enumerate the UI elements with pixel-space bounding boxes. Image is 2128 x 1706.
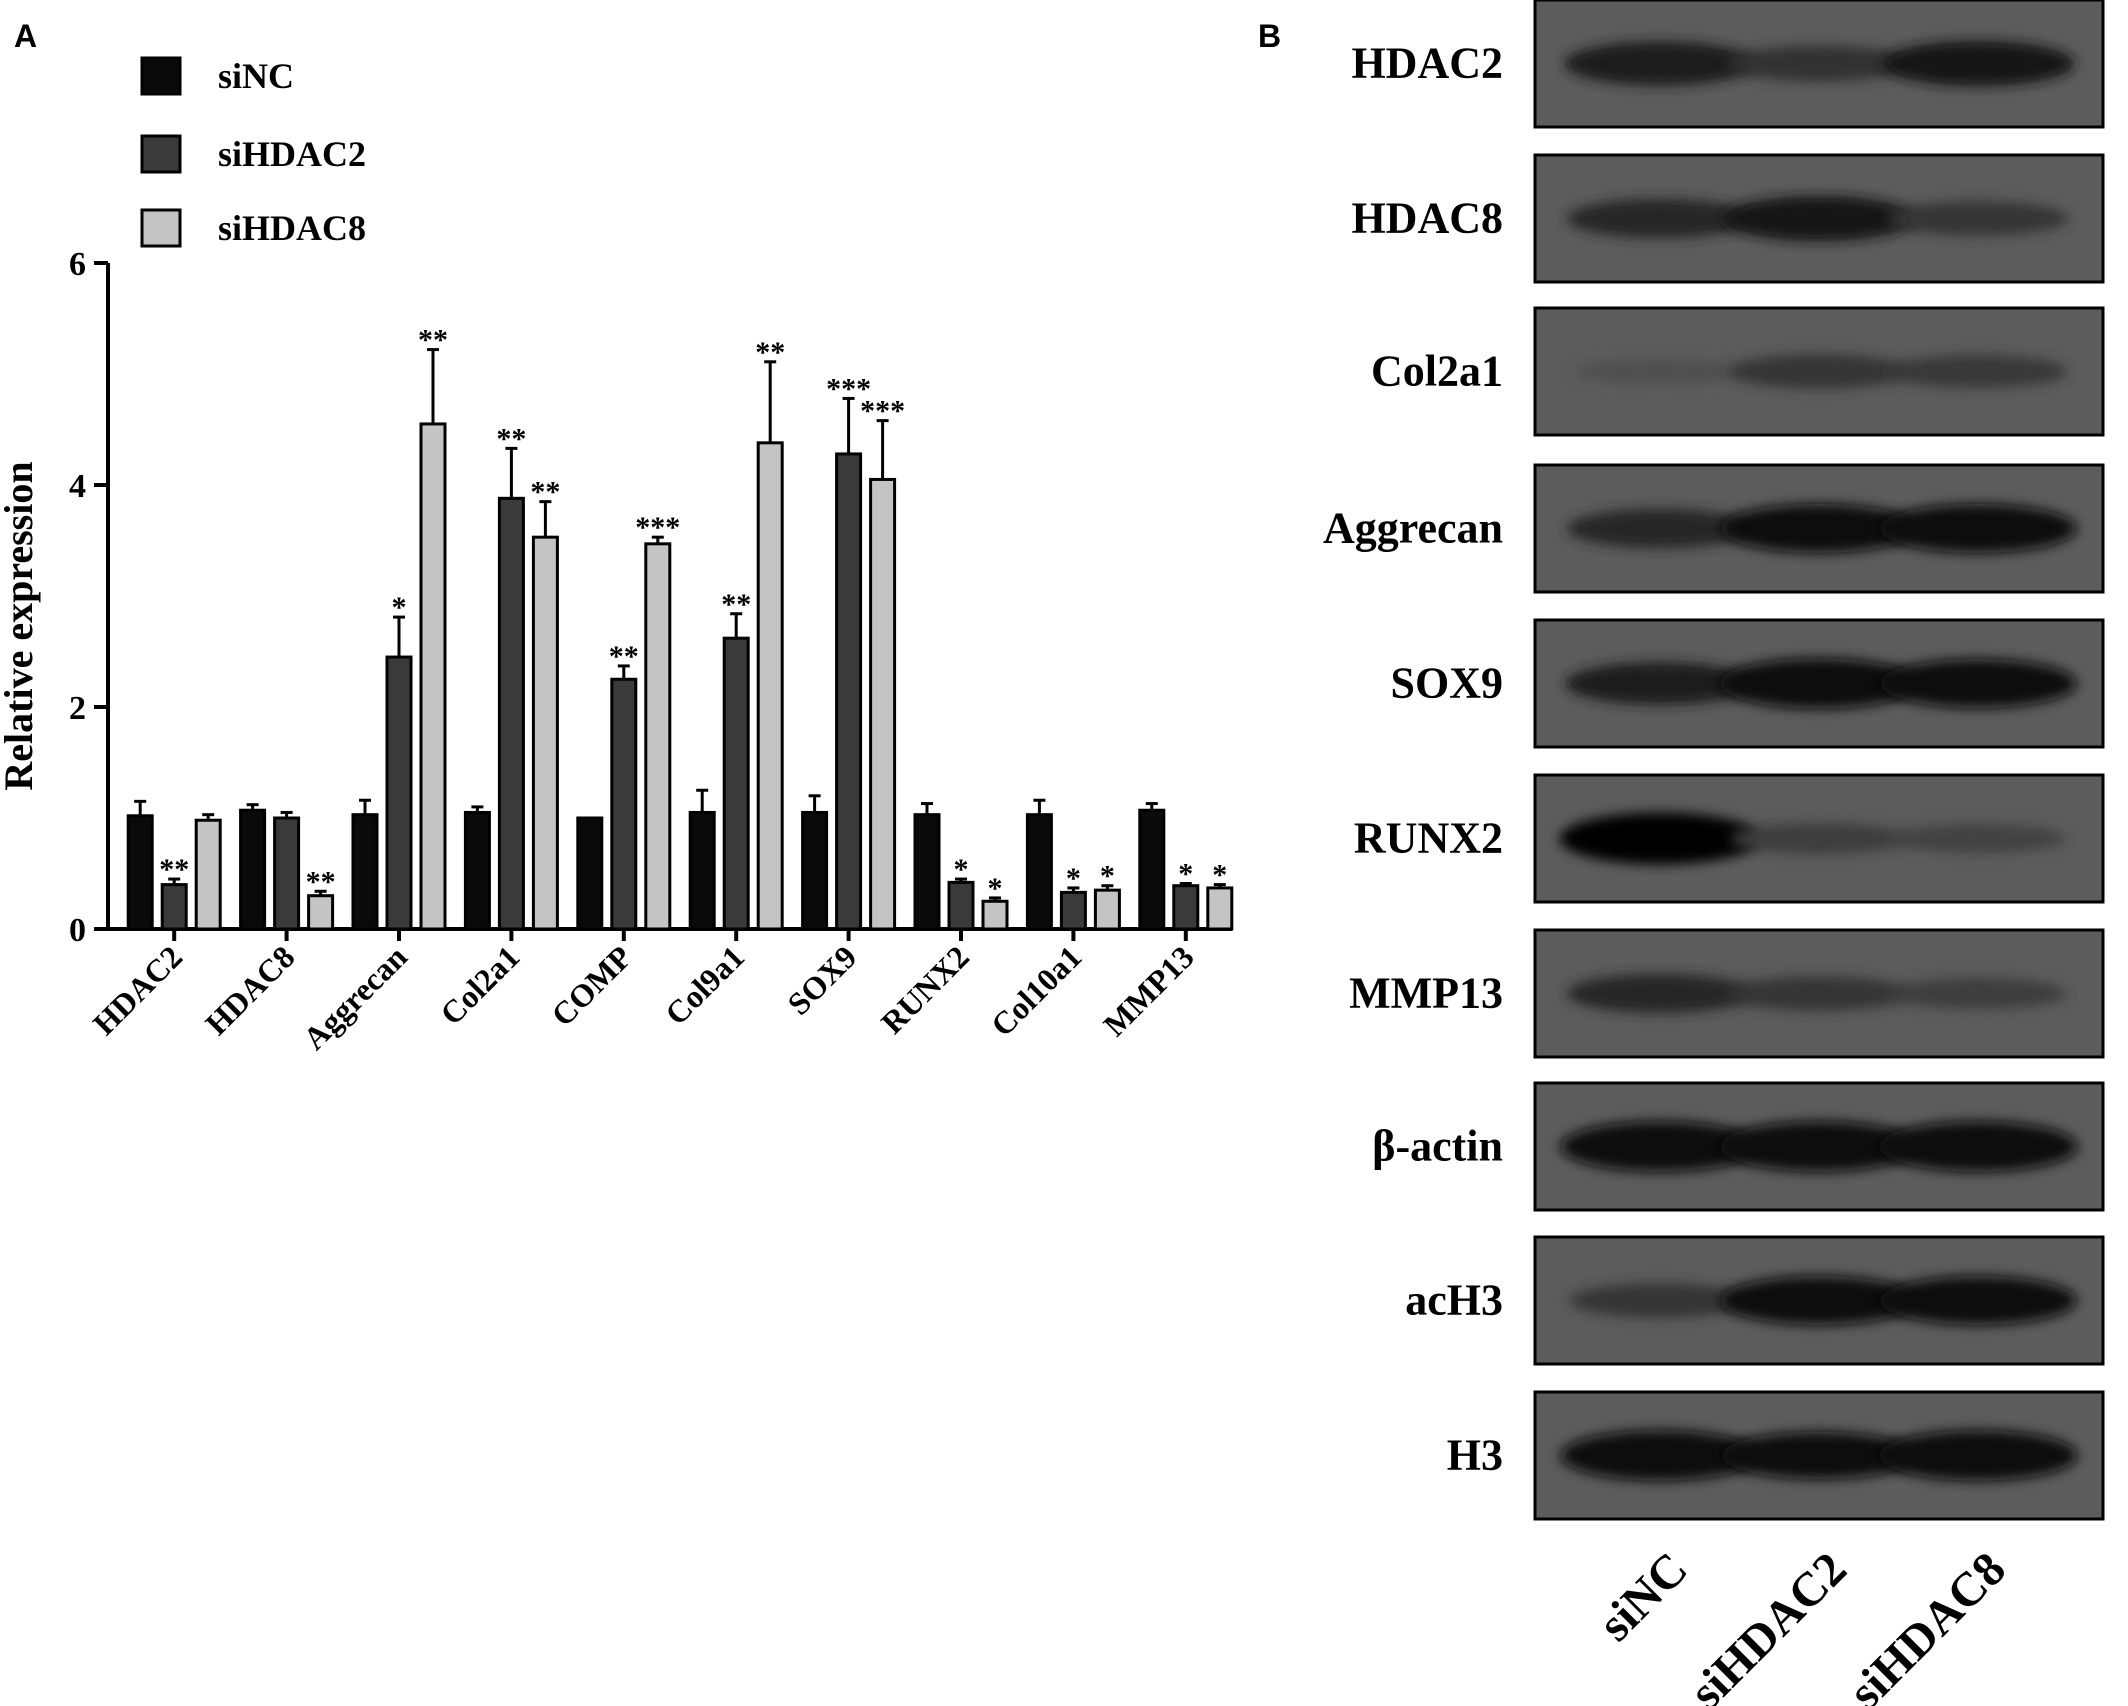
- blot-band: [1563, 41, 1756, 86]
- bar-siHDAC8: [1093, 888, 1121, 931]
- blot-row-label: Col2a1: [1371, 347, 1503, 396]
- panel-a-label: A: [14, 18, 38, 54]
- blot-band: [1728, 354, 1910, 389]
- blot-row-label: β-actin: [1372, 1122, 1503, 1171]
- bar-siHDAC8: [531, 535, 559, 931]
- blot-band: [1566, 508, 1754, 549]
- legend-label: siNC: [218, 56, 294, 96]
- blot-band: [1879, 659, 2077, 708]
- legend-swatch: [140, 134, 182, 174]
- bar-siNC: [351, 813, 379, 931]
- significance-mark: **: [609, 640, 639, 673]
- blot-band: [1730, 822, 1908, 855]
- significance-mark: *: [954, 853, 969, 886]
- blot-band: [1881, 40, 2075, 87]
- blot-band: [1574, 359, 1746, 384]
- y-tick-label: 6: [69, 246, 86, 283]
- blot-row-label: MMP13: [1349, 969, 1503, 1018]
- legend-swatch: [140, 208, 182, 248]
- blot-row-label: RUNX2: [1354, 814, 1503, 863]
- blot-band: [1887, 201, 2069, 236]
- blot-band: [1879, 1276, 2077, 1325]
- bar-siNC: [126, 814, 154, 931]
- blot-band: [1879, 504, 2077, 553]
- significance-mark: **: [306, 865, 336, 898]
- blot-row-label: Aggrecan: [1323, 504, 1503, 553]
- significance-mark: *: [392, 591, 407, 624]
- blot-band: [1890, 823, 2066, 854]
- significance-mark: *: [1212, 859, 1227, 892]
- bar-siHDAC2: [385, 655, 413, 931]
- blot-band: [1559, 812, 1761, 865]
- bar-siHDAC8: [644, 542, 672, 931]
- blot-band: [1878, 1430, 2078, 1481]
- significance-mark: ***: [826, 372, 871, 405]
- legend-label: siHDAC8: [218, 208, 366, 248]
- blot-row-label: H3: [1447, 1431, 1503, 1480]
- blot-band: [1569, 1283, 1751, 1318]
- lane-label: siHDAC2: [1680, 1542, 1857, 1706]
- bar-siNC: [576, 816, 604, 931]
- bar-siHDAC8: [194, 818, 222, 931]
- significance-mark: **: [530, 476, 560, 509]
- significance-mark: **: [418, 324, 448, 357]
- bar-chart: 0 2 4 6 Relative expression siNC siHDAC2 siHDAC…: [0, 56, 1234, 1057]
- blot-row-label: HDAC8: [1351, 194, 1503, 243]
- legend-label: siHDAC2: [218, 134, 366, 174]
- blot-band: [1888, 355, 2068, 388]
- blot-band: [1722, 195, 1916, 242]
- significance-mark: **: [496, 422, 526, 455]
- lane-label: siNC: [1589, 1542, 1698, 1651]
- significance-mark: *: [1066, 862, 1081, 895]
- blot-band: [1719, 658, 1919, 709]
- blot-band: [1878, 1121, 2078, 1172]
- blot-band: [1564, 662, 1756, 705]
- bar-siNC: [1138, 808, 1166, 931]
- bar-siNC: [239, 808, 267, 931]
- significance-mark: *: [1100, 860, 1115, 893]
- significance-mark: *: [988, 872, 1003, 905]
- blot-band: [1566, 973, 1754, 1014]
- blot-band: [1721, 1431, 1917, 1480]
- panel-b-label: B: [1258, 18, 1282, 54]
- significance-mark: **: [755, 336, 785, 369]
- y-axis-label: Relative expression: [0, 461, 41, 790]
- blot-band: [1728, 976, 1910, 1011]
- significance-mark: **: [721, 588, 751, 621]
- y-tick-label: 4: [69, 468, 86, 505]
- blot-band: [1889, 977, 2067, 1010]
- blot-row-label: SOX9: [1391, 659, 1503, 708]
- significance-mark: *: [1178, 857, 1193, 890]
- bar-siHDAC8: [869, 477, 897, 931]
- significance-mark: ***: [860, 395, 905, 428]
- bar-siHDAC8: [756, 441, 784, 931]
- significance-mark: ***: [635, 511, 680, 544]
- y-tick-label: 2: [69, 690, 86, 727]
- blot-band: [1727, 45, 1911, 82]
- blot-band: [1720, 504, 1918, 553]
- blot-band: [1560, 1121, 1760, 1172]
- blot-row-label: HDAC2: [1351, 39, 1503, 88]
- blot-row-label: acH3: [1405, 1276, 1503, 1325]
- lane-label: siHDAC8: [1839, 1542, 2016, 1706]
- bar-siNC: [1025, 813, 1053, 931]
- legend-swatch: [140, 56, 182, 96]
- bar-siHDAC2: [1172, 884, 1200, 931]
- bar-siHDAC8: [1206, 886, 1234, 931]
- blot-band: [1719, 1121, 1919, 1172]
- bar-siHDAC2: [947, 880, 975, 931]
- y-tick-label: 0: [69, 912, 86, 949]
- significance-mark: **: [159, 853, 189, 886]
- blot-band: [1720, 1276, 1918, 1325]
- bar-siHDAC2: [1059, 890, 1087, 931]
- blot-band: [1566, 198, 1754, 239]
- bar-siNC: [913, 813, 941, 931]
- blot-band: [1560, 1430, 1760, 1481]
- bar-siHDAC2: [610, 677, 638, 931]
- bar-siHDAC2: [160, 883, 188, 931]
